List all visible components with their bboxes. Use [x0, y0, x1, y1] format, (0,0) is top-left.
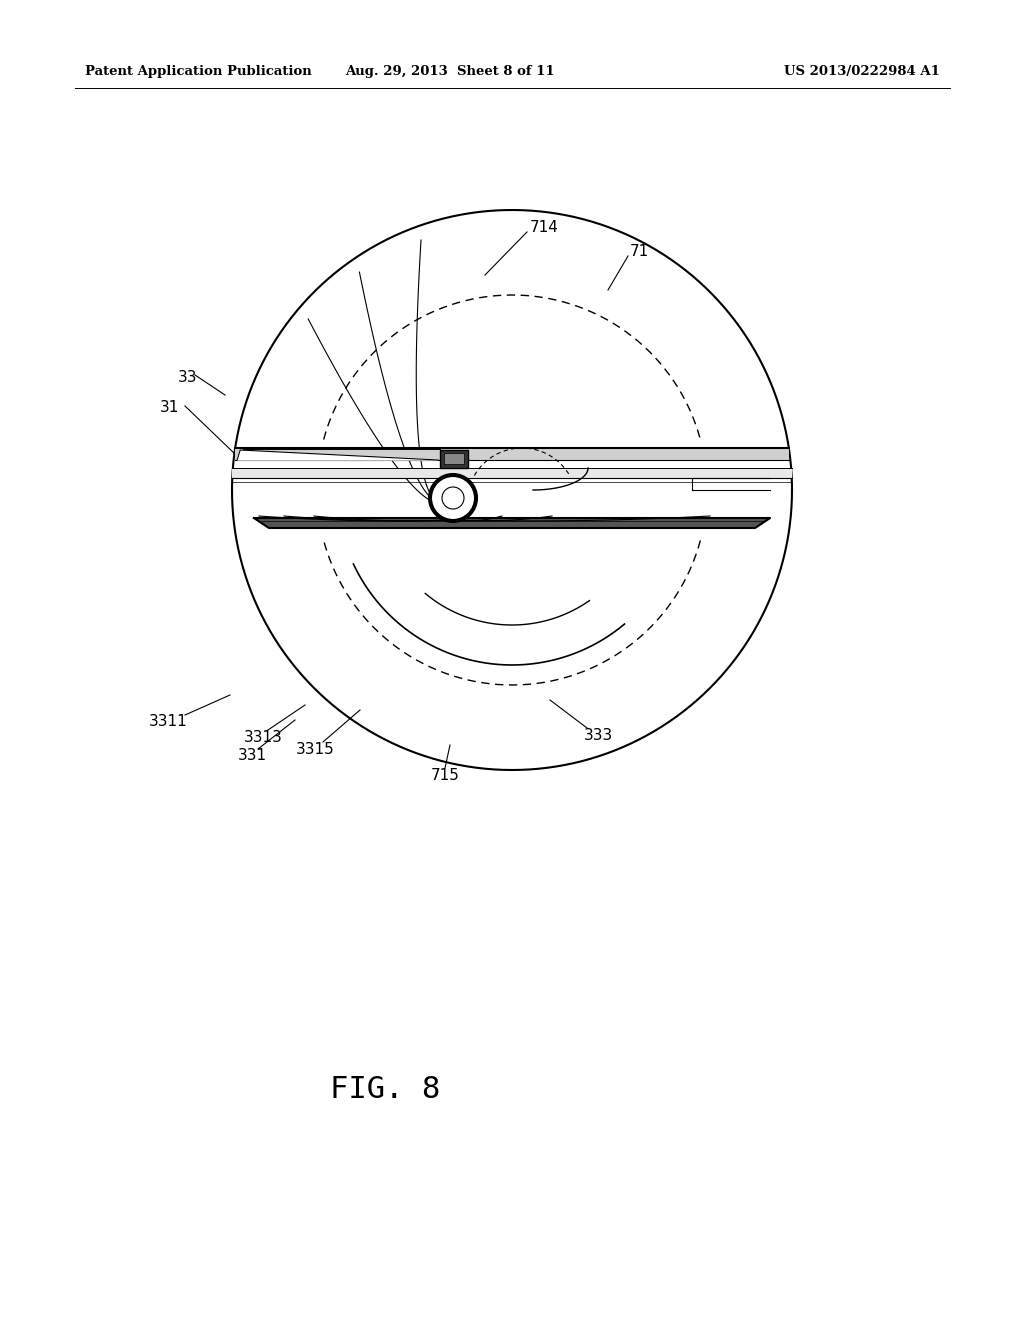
Bar	[232, 469, 792, 478]
Text: 3313: 3313	[244, 730, 283, 746]
Text: US 2013/0222984 A1: US 2013/0222984 A1	[784, 66, 940, 78]
Text: 714: 714	[530, 220, 559, 235]
Text: Aug. 29, 2013  Sheet 8 of 11: Aug. 29, 2013 Sheet 8 of 11	[345, 66, 555, 78]
Text: 33: 33	[178, 371, 198, 385]
Text: 71: 71	[630, 244, 649, 260]
Text: 31: 31	[160, 400, 179, 416]
Text: FIG. 8: FIG. 8	[330, 1076, 440, 1105]
Polygon shape	[238, 450, 438, 459]
Polygon shape	[254, 517, 770, 528]
Text: 715: 715	[430, 767, 460, 783]
Bar	[440, 450, 468, 469]
Circle shape	[429, 474, 477, 521]
Bar	[236, 447, 788, 459]
Text: 331: 331	[238, 748, 266, 763]
Circle shape	[442, 487, 464, 510]
Text: 3311: 3311	[148, 714, 187, 730]
Text: 333: 333	[584, 727, 612, 742]
Bar	[444, 453, 464, 465]
Circle shape	[431, 477, 475, 520]
Text: 3315: 3315	[296, 742, 335, 756]
Text: Patent Application Publication: Patent Application Publication	[85, 66, 311, 78]
